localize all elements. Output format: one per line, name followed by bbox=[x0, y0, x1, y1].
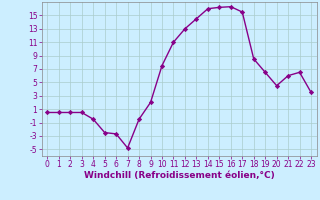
X-axis label: Windchill (Refroidissement éolien,°C): Windchill (Refroidissement éolien,°C) bbox=[84, 171, 275, 180]
